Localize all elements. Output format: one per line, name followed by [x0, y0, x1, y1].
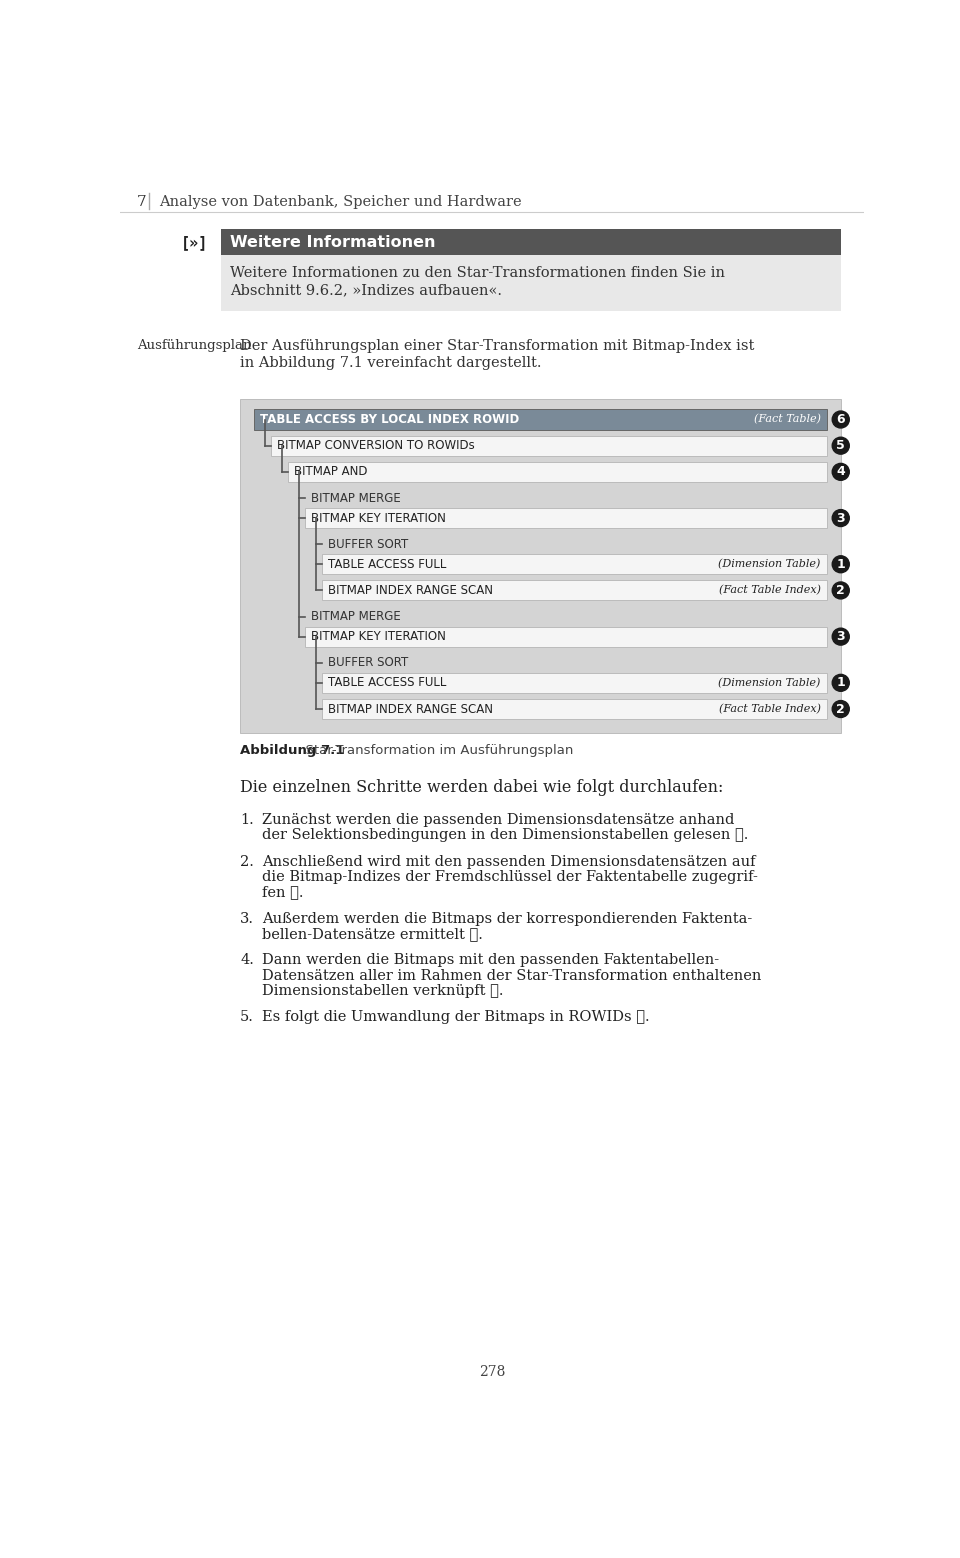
Text: (Fact Table): (Fact Table) [754, 414, 821, 425]
Bar [240, 399, 841, 732]
Bar [271, 436, 827, 455]
Text: BITMAP CONVERSION TO ROWIDs: BITMAP CONVERSION TO ROWIDs [277, 439, 475, 452]
Text: (Dimension Table): (Dimension Table) [718, 559, 821, 569]
Text: BUFFER SORT: BUFFER SORT [328, 538, 409, 550]
Text: TABLE ACCESS FULL: TABLE ACCESS FULL [328, 676, 446, 689]
Text: 2.: 2. [240, 854, 254, 868]
Circle shape [832, 628, 850, 645]
Text: Weitere Informationen zu den Star-Transformationen finden Sie in: Weitere Informationen zu den Star-Transf… [230, 266, 725, 280]
Circle shape [832, 463, 850, 480]
Text: 4.: 4. [240, 953, 254, 968]
Text: 5.: 5. [240, 1010, 254, 1024]
Circle shape [832, 411, 850, 428]
Text: TABLE ACCESS BY LOCAL INDEX ROWID: TABLE ACCESS BY LOCAL INDEX ROWID [260, 413, 519, 425]
Text: Star-Transformation im Ausführungsplan: Star-Transformation im Ausführungsplan [298, 743, 574, 757]
Text: Zunächst werden die passenden Dimensionsdatensätze anhand: Zunächst werden die passenden Dimensions… [262, 813, 734, 827]
Text: bellen-Datensätze ermittelt ❸.: bellen-Datensätze ermittelt ❸. [262, 927, 483, 941]
Text: Analyse von Datenbank, Speicher und Hardware: Analyse von Datenbank, Speicher und Hard… [158, 195, 521, 209]
Text: 1: 1 [836, 676, 845, 689]
Text: Es folgt die Umwandlung der Bitmaps in ROWIDs ❺.: Es folgt die Umwandlung der Bitmaps in R… [262, 1010, 650, 1024]
Text: (Dimension Table): (Dimension Table) [718, 678, 821, 689]
Text: Abschnitt 9.6.2, »Indizes aufbauen«.: Abschnitt 9.6.2, »Indizes aufbauen«. [230, 284, 502, 298]
Text: BITMAP KEY ITERATION: BITMAP KEY ITERATION [311, 629, 446, 643]
Text: Datensätzen aller im Rahmen der Star-Transformation enthaltenen: Datensätzen aller im Rahmen der Star-Tra… [262, 969, 761, 983]
Bar [323, 700, 827, 720]
Text: BITMAP KEY ITERATION: BITMAP KEY ITERATION [311, 511, 446, 525]
Bar [221, 229, 841, 256]
Text: 7: 7 [137, 195, 147, 209]
Circle shape [832, 675, 850, 692]
Bar [254, 410, 827, 430]
Text: die Bitmap-Indizes der Fremdschlüssel der Faktentabelle zugegrif-: die Bitmap-Indizes der Fremdschlüssel de… [262, 869, 757, 883]
Text: 1: 1 [836, 558, 845, 570]
Circle shape [832, 438, 850, 453]
Text: 2: 2 [836, 703, 845, 715]
Text: (Fact Table Index): (Fact Table Index) [719, 704, 821, 714]
Text: 5: 5 [836, 439, 845, 452]
Text: [»]: [»] [180, 235, 207, 249]
Text: 3: 3 [836, 511, 845, 525]
Circle shape [832, 556, 850, 573]
Text: 4: 4 [836, 466, 845, 478]
Text: 3: 3 [836, 629, 845, 643]
Text: Anschließend wird mit den passenden Dimensionsdatensätzen auf: Anschließend wird mit den passenden Dime… [262, 854, 756, 868]
Text: TABLE ACCESS FULL: TABLE ACCESS FULL [328, 558, 446, 570]
Text: BITMAP INDEX RANGE SCAN: BITMAP INDEX RANGE SCAN [328, 584, 493, 597]
Text: 278: 278 [479, 1365, 505, 1379]
Text: fen ❷.: fen ❷. [262, 885, 303, 899]
Text: der Selektionsbedingungen in den Dimensionstabellen gelesen ❶.: der Selektionsbedingungen in den Dimensi… [262, 829, 748, 843]
Bar [221, 256, 841, 312]
Text: Ausführungsplan: Ausführungsplan [137, 340, 252, 352]
Text: BUFFER SORT: BUFFER SORT [328, 656, 409, 670]
Text: Der Ausführungsplan einer Star-Transformation mit Bitmap-Index ist: Der Ausführungsplan einer Star-Transform… [240, 340, 755, 354]
Text: Dann werden die Bitmaps mit den passenden Faktentabellen-: Dann werden die Bitmaps mit den passende… [262, 953, 719, 968]
Text: 2: 2 [836, 584, 845, 597]
Text: Dimensionstabellen verknüpft ❹.: Dimensionstabellen verknüpft ❹. [262, 985, 503, 999]
Text: 6: 6 [836, 413, 845, 425]
Bar [323, 581, 827, 600]
Bar [323, 673, 827, 693]
Circle shape [832, 701, 850, 718]
Bar [305, 626, 827, 647]
Text: BITMAP MERGE: BITMAP MERGE [311, 611, 401, 623]
Text: Abbildung 7.1: Abbildung 7.1 [240, 743, 345, 757]
Bar [323, 555, 827, 575]
Bar [288, 461, 827, 481]
Text: Die einzelnen Schritte werden dabei wie folgt durchlaufen:: Die einzelnen Schritte werden dabei wie … [240, 779, 724, 796]
Circle shape [832, 509, 850, 527]
Text: 1.: 1. [240, 813, 253, 827]
Text: in Abbildung 7.1 vereinfacht dargestellt.: in Abbildung 7.1 vereinfacht dargestellt… [240, 357, 541, 371]
Text: Außerdem werden die Bitmaps der korrespondierenden Faktenta-: Außerdem werden die Bitmaps der korrespo… [262, 911, 752, 925]
Bar [305, 508, 827, 528]
Text: BITMAP INDEX RANGE SCAN: BITMAP INDEX RANGE SCAN [328, 703, 493, 715]
Text: BITMAP MERGE: BITMAP MERGE [311, 491, 401, 505]
Text: (Fact Table Index): (Fact Table Index) [719, 586, 821, 595]
Text: 3.: 3. [240, 911, 254, 925]
Text: Weitere Informationen: Weitere Informationen [230, 235, 436, 249]
Text: BITMAP AND: BITMAP AND [295, 466, 368, 478]
Circle shape [832, 583, 850, 598]
